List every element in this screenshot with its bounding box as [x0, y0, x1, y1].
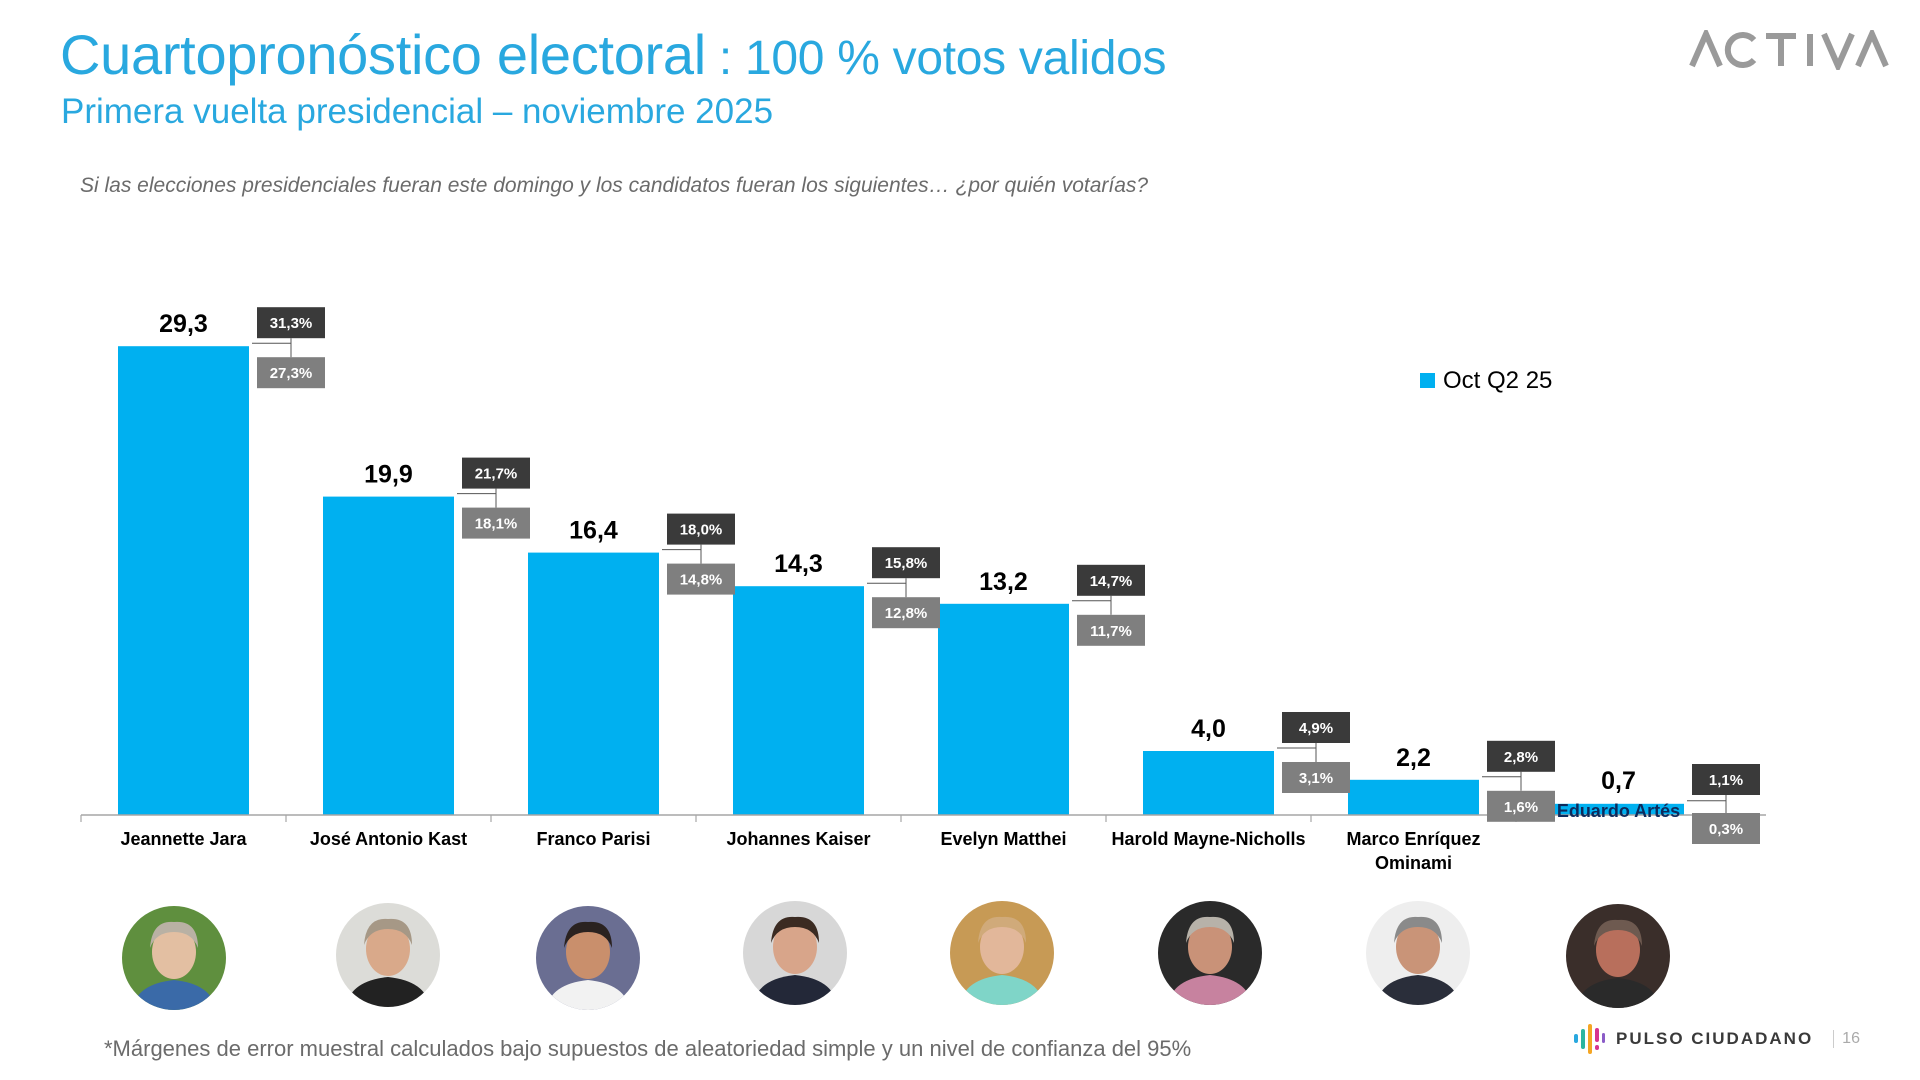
person-avatar-icon [1566, 904, 1670, 1008]
labels-layer: 29,3 31,3% 27,3% Jeannette Jara 19,9 21,7% 18,… [120, 307, 1760, 873]
category-label: Ominami [1375, 853, 1452, 873]
value-label: 19,9 [364, 461, 413, 489]
upper-margin-label: 14,7% [1090, 573, 1133, 590]
bar [938, 603, 1069, 815]
upper-margin-box [872, 547, 940, 579]
upper-margin-label: 31,3% [270, 315, 313, 332]
category-label: Franco Parisi [536, 829, 650, 849]
lower-margin-box [1692, 813, 1760, 844]
category-label: Marco Enríquez [1346, 829, 1480, 849]
title-separator: : [705, 32, 745, 85]
lower-margin-label: 14,8% [680, 572, 723, 589]
person-avatar-icon [950, 901, 1054, 1005]
value-label: 14,3 [774, 550, 823, 578]
title-sub: 100 % votos validos [745, 32, 1167, 85]
pulso-ciudadano-brand: PULSO CIUDADANO 16 [1572, 1022, 1860, 1056]
legend: Oct Q2 25 [1420, 367, 1552, 394]
footnote: *Márgenes de error muestral calculados b… [104, 1036, 1192, 1061]
upper-margin-label: 21,7% [475, 466, 518, 483]
category-label: Harold Mayne-Nicholls [1111, 829, 1305, 849]
upper-margin-label: 1,1% [1709, 772, 1743, 789]
upper-margin-box [1077, 564, 1145, 596]
category-label: Jeannette Jara [120, 829, 247, 849]
value-label: 0,7 [1601, 767, 1636, 795]
bar [528, 552, 659, 815]
lower-margin-label: 11,7% [1090, 623, 1132, 640]
candidate-photo [950, 901, 1054, 1005]
person-avatar-icon [1158, 901, 1262, 1005]
value-label: 16,4 [569, 517, 618, 545]
value-label: 13,2 [979, 568, 1028, 596]
upper-margin-label: 15,8% [885, 555, 928, 572]
lower-margin-box [872, 597, 940, 629]
value-label: 29,3 [159, 310, 208, 338]
bars-layer [118, 346, 1684, 815]
bar [1348, 779, 1479, 815]
bar [1143, 751, 1274, 815]
legend-swatch [1420, 373, 1435, 388]
candidate-photo [1158, 901, 1262, 1005]
pulso-logo-icon [1574, 1024, 1605, 1054]
candidate-photo [122, 906, 226, 1010]
lower-margin-box [1282, 762, 1350, 793]
bar [1553, 803, 1684, 815]
pulso-brand-text: PULSO CIUDADANO [1616, 1029, 1814, 1048]
upper-margin-label: 2,8% [1504, 749, 1538, 766]
candidate-photo [536, 906, 640, 1010]
lower-margin-label: 18,1% [475, 516, 518, 533]
category-label: Johannes Kaiser [726, 829, 870, 849]
upper-margin-box [257, 307, 325, 339]
title-main: Cuartopronóstico electoral [60, 23, 706, 86]
lower-margin-label: 27,3% [270, 365, 313, 382]
lower-margin-box [257, 357, 325, 389]
page-number: 16 [1833, 1030, 1860, 1048]
person-avatar-icon [743, 901, 847, 1005]
bar [118, 346, 249, 815]
person-avatar-icon [536, 906, 640, 1010]
upper-margin-box [1487, 740, 1555, 772]
upper-margin-box [1692, 764, 1760, 795]
page-subtitle: Primera vuelta presidencial – noviembre … [61, 92, 774, 131]
value-label: 4,0 [1191, 715, 1226, 743]
person-avatar-icon [1366, 901, 1470, 1005]
lower-margin-label: 3,1% [1299, 770, 1333, 787]
value-label: 2,2 [1396, 744, 1431, 772]
bar [733, 586, 864, 815]
person-avatar-icon [122, 906, 226, 1010]
lower-margin-box [1487, 790, 1555, 822]
category-label: Eduardo Artés [1557, 801, 1680, 821]
lower-margin-label: 0,3% [1709, 821, 1743, 838]
candidate-photo [743, 901, 847, 1005]
survey-question: Si las elecciones presidenciales fueran … [80, 174, 1149, 197]
candidate-photo [1366, 901, 1470, 1005]
upper-margin-label: 4,9% [1299, 720, 1333, 737]
lower-margin-box [667, 563, 735, 595]
upper-margin-box [462, 457, 530, 489]
lower-margin-box [462, 507, 530, 539]
lower-margin-box [1077, 614, 1145, 646]
candidate-photo [1566, 904, 1670, 1008]
candidate-photo [336, 903, 440, 1007]
person-avatar-icon [336, 903, 440, 1007]
page-title: Cuartopronóstico electoral : 100 % votos… [60, 22, 1167, 87]
upper-margin-label: 18,0% [680, 522, 723, 539]
lower-margin-label: 12,8% [885, 605, 928, 622]
activa-logo: ACTIVA [1689, 30, 1889, 70]
lower-margin-label: 1,6% [1504, 799, 1538, 816]
upper-margin-box [667, 513, 735, 545]
legend-label: Oct Q2 25 [1443, 367, 1552, 394]
category-label: José Antonio Kast [310, 829, 467, 849]
category-label: Evelyn Matthei [940, 829, 1066, 849]
upper-margin-box [1282, 712, 1350, 743]
bar [323, 496, 454, 815]
